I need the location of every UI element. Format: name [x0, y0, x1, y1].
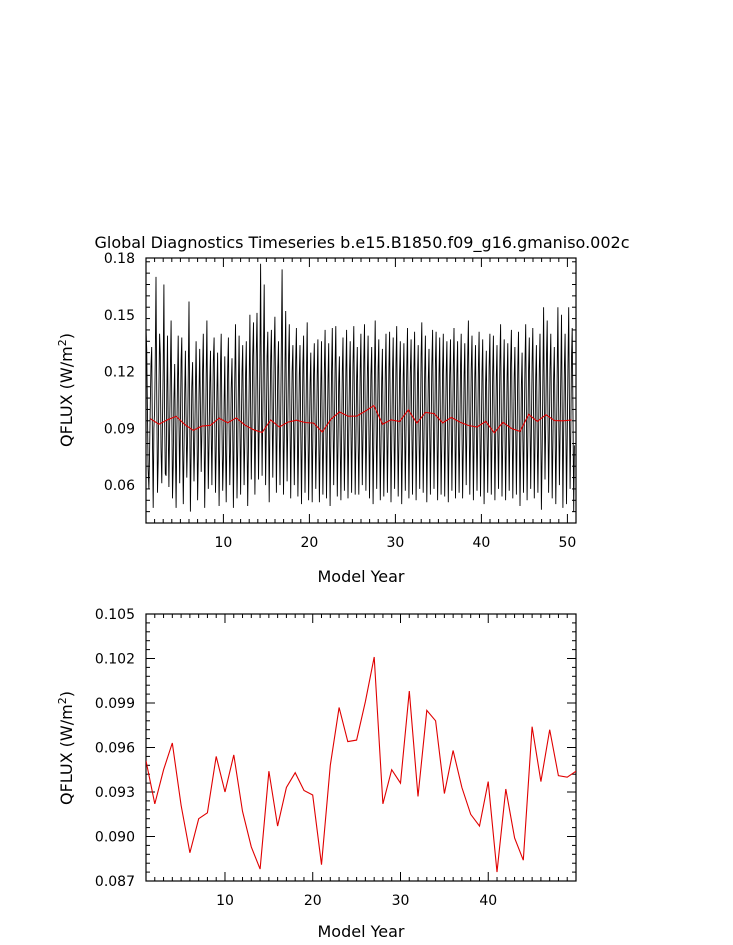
- bottom-x-axis-label: Model Year: [318, 922, 405, 941]
- top-x-tick-label: 20: [300, 535, 318, 551]
- top-x-tick-label: 40: [472, 535, 490, 551]
- top-y-tick-label: 0.12: [104, 365, 135, 381]
- top-series-monthly-line: [146, 263, 575, 512]
- bottom-y-tick-label: 0.093: [95, 785, 135, 801]
- top-x-axis-label: Model Year: [318, 567, 405, 586]
- top-tick-labels: 10 20 30 40 50 0.06 0.09 0.12 0.15 0.18: [104, 251, 576, 551]
- bottom-y-tick-label: 0.105: [95, 607, 135, 623]
- top-y-axis-label-close: ): [57, 333, 76, 339]
- top-y-tick-label: 0.15: [104, 308, 135, 324]
- top-panel: 10 20 30 40 50 0.06 0.09 0.12 0.15 0.18 Model Yea…: [56, 251, 577, 586]
- bottom-x-tick-label: 20: [304, 893, 322, 909]
- bottom-x-tick-label: 10: [216, 893, 234, 909]
- chart-title: Global Diagnostics Timeseries b.e15.B185…: [95, 233, 630, 253]
- bottom-y-tick-label: 0.090: [95, 830, 135, 846]
- bottom-series: [146, 656, 576, 873]
- bottom-y-tick-label: 0.096: [95, 741, 135, 757]
- bottom-y-tick-label: 0.099: [95, 696, 135, 712]
- top-series: [146, 263, 575, 512]
- top-y-axis-label-main: QFLUX (W/m: [57, 346, 76, 447]
- top-x-tick-label: 50: [558, 535, 576, 551]
- bottom-plot-frame: [145, 613, 577, 882]
- top-series-annual-line: [150, 404, 572, 434]
- top-y-axis-label-sup: 2: [56, 339, 69, 346]
- bottom-y-axis-label-sup: 2: [56, 697, 69, 704]
- top-y-tick-label: 0.18: [104, 251, 135, 267]
- top-x-tick-label: 10: [214, 535, 232, 551]
- top-y-axis-label: QFLUX (W/m2): [56, 333, 77, 447]
- bottom-y-axis-label: QFLUX (W/m2): [56, 691, 77, 805]
- top-y-tick-label: 0.09: [104, 421, 135, 437]
- bottom-y-tick-label: 0.087: [95, 874, 135, 890]
- bottom-panel: 10 20 30 40 0.087 0.090 0.093 0.096 0.099 0.102 0.…: [56, 607, 577, 941]
- bottom-y-tick-label: 0.102: [95, 652, 135, 668]
- bottom-x-tick-label: 40: [479, 893, 497, 909]
- bottom-x-tick-label: 30: [392, 893, 410, 909]
- bottom-y-axis-label-close: ): [57, 691, 76, 697]
- bottom-tick-labels: 10 20 30 40 0.087 0.090 0.093 0.096 0.099 0.102 0.…: [95, 607, 497, 909]
- bottom-ticks: [146, 614, 576, 881]
- bottom-y-axis-label-main: QFLUX (W/m: [57, 704, 76, 805]
- top-y-tick-label: 0.06: [104, 478, 135, 494]
- bottom-series-annual-line: [146, 656, 576, 873]
- top-x-tick-label: 30: [386, 535, 404, 551]
